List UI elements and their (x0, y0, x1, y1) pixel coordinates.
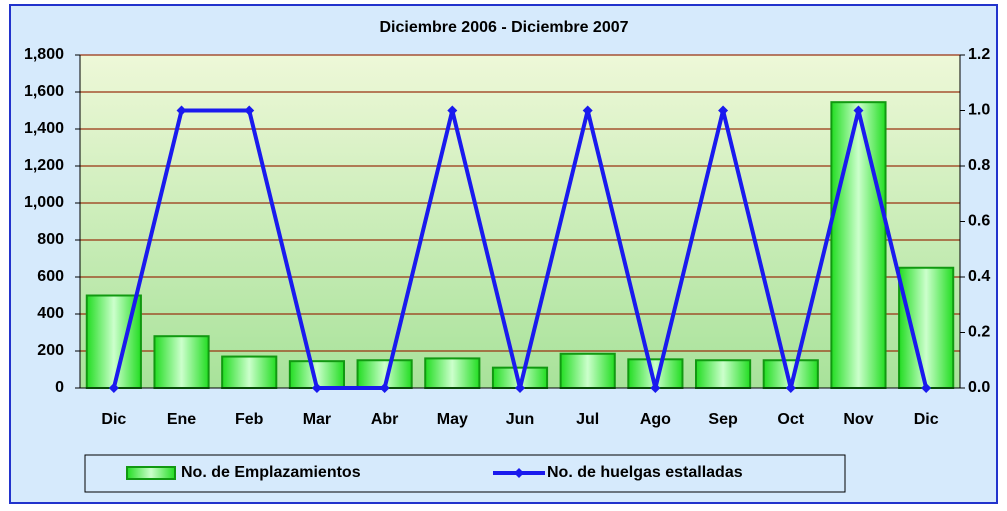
x-tick-label: Dic (914, 411, 939, 428)
y2-tick-label: 0.4 (968, 268, 990, 285)
y-tick-label: 1,000 (24, 194, 64, 211)
y-tick-label: 1,600 (24, 83, 64, 100)
y2-tick-label: 1.2 (968, 46, 990, 63)
x-tick-label: Ago (640, 411, 671, 428)
line-marker (853, 105, 864, 116)
x-tick-label: May (437, 411, 468, 428)
chart-title: Diciembre 2006 - Diciembre 2007 (379, 19, 628, 36)
y-tick-label: 800 (37, 231, 64, 248)
x-tick-label: Mar (303, 411, 331, 428)
y-tick-label: 1,400 (24, 120, 64, 137)
y2-tick-label: 0.2 (968, 324, 990, 341)
line-marker (311, 383, 322, 393)
line-marker (108, 383, 119, 393)
y-tick-label: 1,200 (24, 157, 64, 174)
bar (898, 266, 955, 389)
bar (221, 355, 278, 389)
bar (830, 101, 887, 390)
legend-label: No. de huelgas estalladas (547, 464, 743, 481)
line-marker (447, 105, 458, 116)
x-tick-label: Ene (167, 411, 196, 428)
legend-swatch (126, 466, 176, 480)
line-marker (582, 105, 593, 116)
bar (424, 357, 481, 389)
x-tick-label: Jun (506, 411, 534, 428)
y2-tick-label: 0.6 (968, 213, 990, 230)
line-marker (921, 383, 932, 393)
y-tick-label: 0 (55, 379, 64, 396)
x-tick-label: Dic (101, 411, 126, 428)
y-tick-label: 400 (37, 305, 64, 322)
line-marker (244, 105, 255, 116)
bar (695, 359, 752, 389)
line-marker (515, 383, 525, 393)
x-tick-label: Feb (235, 411, 264, 428)
line-marker (176, 105, 187, 116)
line-marker (650, 383, 661, 393)
legend-label: No. de Emplazamientos (181, 464, 361, 481)
x-tick-label: Jul (576, 411, 599, 428)
line-marker (718, 105, 729, 116)
x-tick-label: Abr (371, 411, 399, 428)
y-tick-label: 600 (37, 268, 64, 285)
x-tick-label: Nov (843, 411, 873, 428)
x-tick-label: Oct (777, 411, 804, 428)
line-marker (785, 383, 796, 393)
bar (559, 352, 616, 389)
x-tick-label: Sep (708, 411, 738, 428)
y-tick-label: 1,800 (24, 46, 64, 63)
y2-tick-label: 0.0 (968, 379, 990, 396)
line-marker (379, 383, 390, 393)
bar (153, 335, 210, 390)
plot-area (80, 55, 960, 388)
y-tick-label: 200 (37, 342, 64, 359)
y2-tick-label: 0.8 (968, 157, 990, 174)
legend (84, 454, 846, 493)
legend-marker (514, 468, 524, 478)
y2-tick-label: 1.0 (968, 102, 990, 119)
